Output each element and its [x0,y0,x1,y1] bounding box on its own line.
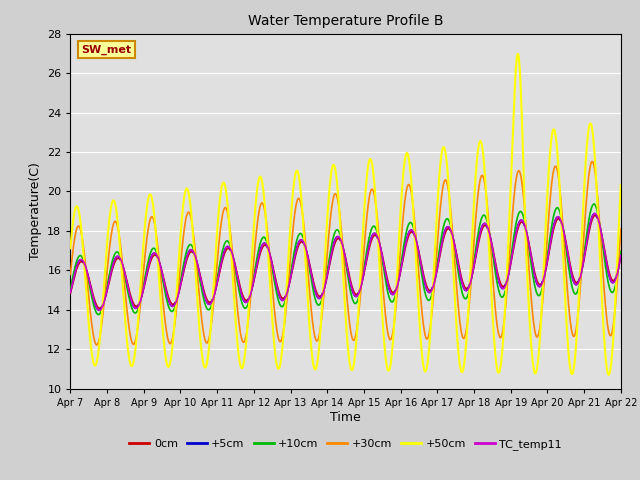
Title: Water Temperature Profile B: Water Temperature Profile B [248,14,444,28]
Legend: 0cm, +5cm, +10cm, +30cm, +50cm, TC_temp11: 0cm, +5cm, +10cm, +30cm, +50cm, TC_temp1… [125,434,566,454]
X-axis label: Time: Time [330,410,361,424]
Text: SW_met: SW_met [81,44,132,55]
Y-axis label: Temperature(C): Temperature(C) [29,162,42,260]
